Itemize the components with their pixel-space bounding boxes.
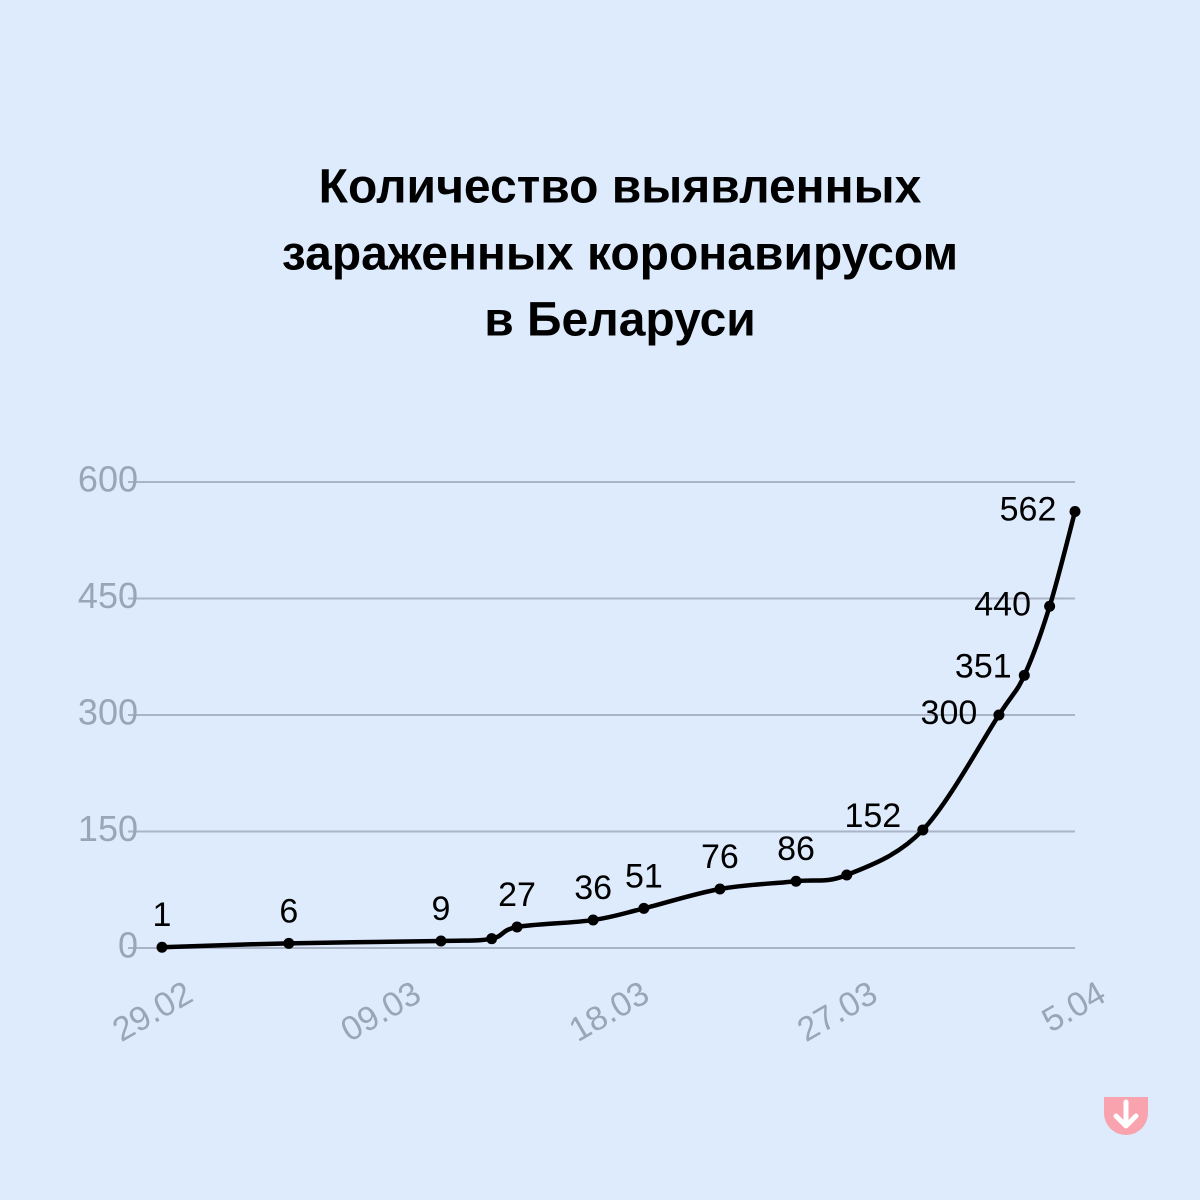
data-label: 562 <box>1000 490 1057 528</box>
point <box>486 933 498 945</box>
point <box>917 824 929 836</box>
point <box>714 883 726 895</box>
data-label: 86 <box>777 830 815 868</box>
data-label: 300 <box>921 694 978 732</box>
point <box>993 709 1005 721</box>
y-tick-label: 150 <box>78 808 138 849</box>
point <box>511 921 523 933</box>
data-label: 1 <box>153 896 172 934</box>
point <box>841 869 853 881</box>
y-tick-label: 600 <box>78 459 138 500</box>
point <box>790 875 802 887</box>
data-label: 152 <box>844 797 901 835</box>
data-label: 76 <box>701 838 739 876</box>
data-label: 6 <box>279 892 298 930</box>
point <box>1044 600 1056 612</box>
data-label: 51 <box>625 857 663 895</box>
point <box>283 937 295 949</box>
y-tick-label: 300 <box>78 692 138 733</box>
point <box>1069 506 1081 518</box>
data-label: 440 <box>974 585 1031 623</box>
logo <box>1104 1097 1148 1135</box>
point <box>435 935 447 947</box>
chart-title: зараженных коронавирусом <box>282 228 958 281</box>
y-tick-label: 0 <box>118 925 138 966</box>
point <box>156 941 168 953</box>
y-tick-label: 450 <box>78 575 138 616</box>
data-label: 351 <box>955 647 1012 685</box>
data-label: 9 <box>432 890 451 928</box>
chart-title: Количество выявленных <box>319 161 922 214</box>
point <box>1018 669 1030 681</box>
point <box>587 914 599 926</box>
point <box>638 902 650 914</box>
data-label: 27 <box>498 876 536 914</box>
chart-title: в Беларуси <box>484 294 756 347</box>
data-label: 36 <box>574 869 612 907</box>
